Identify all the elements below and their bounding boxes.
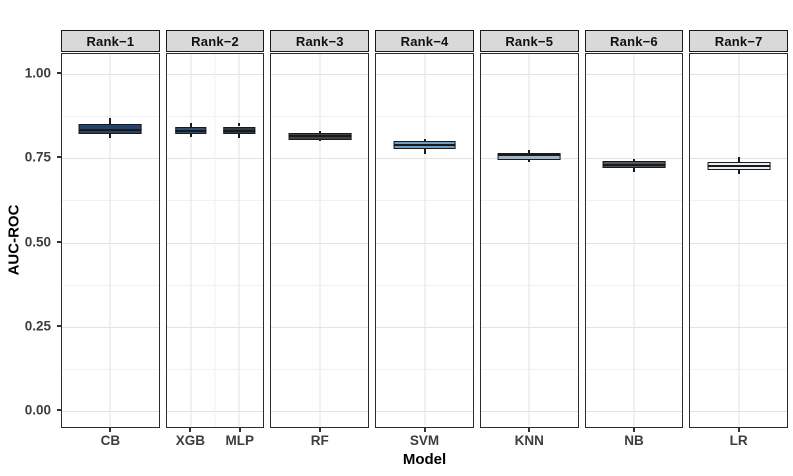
x-tick-label-RF: RF — [310, 433, 329, 448]
gridline-vertical-major — [238, 54, 240, 427]
x-tick-mark — [737, 428, 740, 432]
y-axis: 0.00 0.25 0.50 0.75 1.00 — [0, 53, 61, 428]
y-tick-mark — [57, 156, 61, 159]
whisker-upper-XGB — [189, 123, 192, 128]
facet-column: Rank−1 CB — [61, 30, 160, 448]
facet-column: Rank−4 SVM — [375, 30, 474, 448]
whisker-lower-MLP — [238, 134, 241, 138]
plot-panel — [61, 53, 160, 428]
x-tick-label-NB: NB — [624, 433, 644, 448]
y-tick-mark — [57, 240, 61, 243]
gridline-vertical-major — [319, 54, 321, 427]
x-tick-label-CB: CB — [100, 433, 121, 448]
y-tick-mark — [57, 71, 61, 74]
x-axis-labels: XGB MLP — [166, 428, 265, 448]
whisker-lower-NB — [632, 167, 635, 172]
y-tick-label: 0.75 — [24, 149, 51, 165]
whisker-upper-MLP — [238, 123, 241, 127]
median-line-MLP — [223, 129, 255, 132]
x-axis-labels: RF — [270, 428, 369, 448]
x-tick-label-XGB: XGB — [175, 433, 206, 448]
y-tick-label: 0.25 — [24, 318, 51, 334]
x-tick-label-SVM: SVM — [409, 433, 440, 448]
whisker-lower-LR — [737, 170, 740, 175]
plot-panel — [165, 53, 265, 428]
facet-panels: Rank−1 CB Rank−2 XGB MLP Rank−3 RF Rank−4 SVM Ran… — [61, 30, 789, 448]
x-tick-mark — [318, 428, 321, 432]
facet-strip-label: Rank−5 — [479, 30, 579, 52]
x-tick-mark — [632, 428, 635, 432]
gridline-vertical-major — [424, 54, 426, 427]
facet-column: Rank−5 KNN — [479, 30, 579, 448]
median-line-LR — [707, 164, 771, 167]
whisker-lower-RF — [318, 139, 321, 142]
facet-strip-label: Rank−6 — [584, 30, 684, 52]
gridline-vertical-major — [738, 54, 740, 427]
x-tick-label-KNN: KNN — [514, 433, 544, 448]
whisker-upper-SVM — [423, 139, 426, 142]
x-tick-label-LR: LR — [729, 433, 748, 448]
median-line-NB — [602, 163, 666, 166]
median-line-CB — [78, 128, 142, 131]
whisker-lower-XGB — [189, 133, 192, 137]
x-tick-mark — [423, 428, 426, 432]
whisker-lower-KNN — [528, 159, 531, 163]
whisker-lower-CB — [109, 134, 112, 138]
gridline-vertical-major — [633, 54, 635, 427]
x-axis-labels: LR — [689, 428, 788, 448]
plot-panel — [479, 53, 579, 428]
x-axis-labels: KNN — [480, 428, 579, 448]
x-axis-labels: CB — [61, 428, 160, 448]
whisker-upper-RF — [318, 131, 321, 133]
x-axis-labels: NB — [585, 428, 684, 448]
y-tick-label: 0.00 — [24, 402, 51, 418]
facet-column: Rank−3 RF — [270, 30, 370, 448]
whisker-upper-KNN — [528, 150, 531, 154]
facet-strip-label: Rank−2 — [165, 30, 265, 52]
plot-panel — [270, 53, 370, 428]
x-tick-mark — [189, 428, 192, 432]
gridline-vertical-minor — [214, 54, 216, 427]
median-line-SVM — [393, 143, 456, 146]
facet-column: Rank−6 NB — [584, 30, 684, 448]
plot-panel — [375, 53, 474, 428]
x-tick-mark — [238, 428, 241, 432]
facet-strip-label: Rank−3 — [270, 30, 370, 52]
y-tick-mark — [57, 324, 61, 327]
facet-strip-label: Rank−4 — [375, 30, 474, 52]
median-line-KNN — [497, 153, 561, 156]
x-tick-mark — [109, 428, 112, 432]
median-line-XGB — [175, 129, 207, 132]
plot-panel — [689, 53, 789, 428]
facet-strip-label: Rank−1 — [61, 30, 160, 52]
median-line-RF — [288, 135, 352, 138]
x-tick-label-MLP: MLP — [225, 433, 255, 448]
facet-strip-label: Rank−7 — [689, 30, 789, 52]
x-axis-labels: SVM — [375, 428, 474, 448]
whisker-upper-NB — [632, 158, 635, 161]
gridline-vertical-major — [190, 54, 192, 427]
facet-column: Rank−7 LR — [689, 30, 789, 448]
gridline-vertical-major — [109, 54, 111, 427]
y-tick-mark — [57, 409, 61, 412]
y-tick-label: 0.50 — [24, 234, 51, 249]
whisker-upper-LR — [737, 157, 740, 163]
x-tick-mark — [528, 428, 531, 432]
whisker-upper-CB — [109, 117, 112, 125]
x-axis-title: Model — [402, 451, 447, 468]
facet-column: Rank−2 XGB MLP — [165, 30, 265, 448]
whisker-lower-SVM — [423, 149, 426, 155]
gridline-vertical-major — [528, 54, 530, 427]
plot-panel — [584, 53, 684, 428]
y-tick-label: 1.00 — [24, 65, 51, 81]
